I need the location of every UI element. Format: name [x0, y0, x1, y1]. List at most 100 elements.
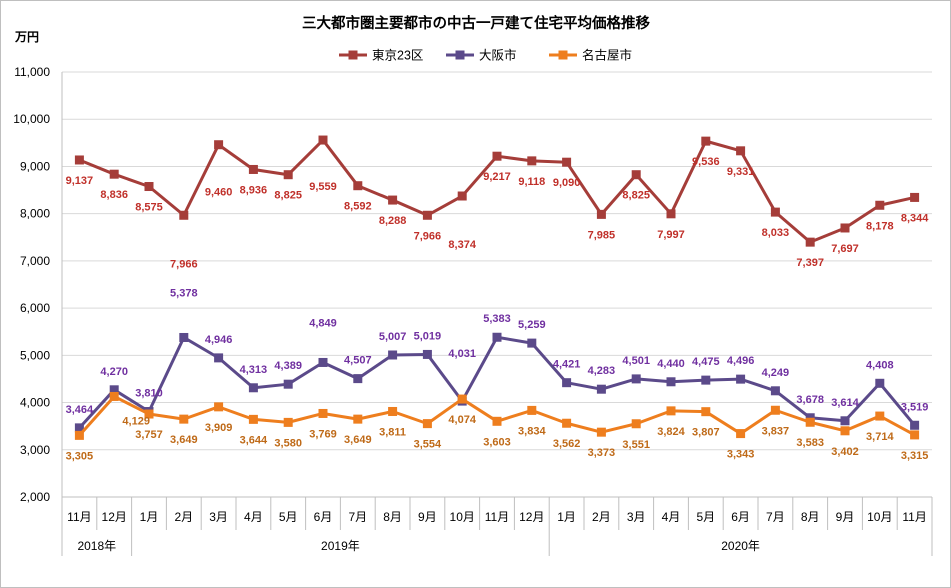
y-tick-labels: 2,000 3,000 4,000 5,000 6,000 7,000 8,000 9,000… [13, 65, 50, 504]
marker-tokyo-23ku [248, 164, 258, 174]
data-label-nagoya-city: 3,580 [274, 437, 302, 449]
x-tick-label: 5月 [279, 510, 298, 524]
marker-osaka-city [179, 332, 189, 342]
marker-nagoya-city [910, 430, 920, 440]
data-label-tokyo-23ku: 8,825 [274, 190, 302, 202]
x-tick-label: 5月 [696, 510, 715, 524]
y-tick-label: 10,000 [13, 112, 50, 126]
x-tick-label: 8月 [801, 510, 820, 524]
gridlines [62, 71, 932, 498]
data-label-tokyo-23ku: 8,936 [240, 184, 268, 196]
data-label-tokyo-23ku: 8,825 [622, 190, 650, 202]
data-label-osaka-city: 4,501 [622, 355, 650, 367]
data-label-osaka-city: 4,507 [344, 355, 372, 367]
data-label-nagoya-city: 3,373 [588, 447, 616, 459]
marker-nagoya-city [74, 430, 84, 440]
marker-tokyo-23ku [457, 191, 467, 201]
year-group-label: 2019年 [321, 539, 360, 553]
x-tick-label: 7月 [766, 510, 785, 524]
data-label-tokyo-23ku: 7,966 [414, 230, 442, 242]
data-label-nagoya-city: 3,551 [622, 439, 650, 451]
marker-tokyo-23ku [144, 182, 154, 192]
marker-tokyo-23ku [770, 207, 780, 217]
data-labels-tokyo-23ku: 9,137 8,836 8,575 7,966 9,460 8,936 8,825 9,559… [66, 156, 930, 270]
marker-tokyo-23ku [736, 146, 746, 156]
axes [61, 72, 932, 556]
x-tick-label: 12月 [102, 510, 127, 524]
marker-nagoya-city [562, 418, 572, 428]
marker-tokyo-23ku [388, 195, 398, 205]
data-label-osaka-city: 3,810 [135, 388, 163, 400]
marker-tokyo-23ku [318, 135, 328, 145]
data-label-osaka-city: 4,389 [274, 360, 302, 372]
data-label-tokyo-23ku: 9,460 [205, 187, 233, 199]
data-label-tokyo-23ku: 7,985 [588, 229, 616, 241]
data-label-osaka-city: 5,007 [379, 331, 407, 343]
data-label-osaka-city: 3,614 [831, 397, 859, 409]
marker-nagoya-city [770, 405, 780, 415]
marker-nagoya-city [527, 405, 537, 415]
legend-marker [455, 50, 465, 60]
marker-nagoya-city [492, 416, 502, 426]
marker-tokyo-23ku [596, 209, 606, 219]
data-label-tokyo-23ku: 9,137 [66, 175, 94, 187]
marker-osaka-city [840, 416, 850, 426]
y-tick-label: 7,000 [20, 254, 50, 268]
y-tick-label: 11,000 [14, 65, 50, 79]
data-label-tokyo-23ku: 8,836 [100, 189, 128, 201]
x-tick-label: 3月 [209, 510, 228, 524]
series-tokyo-23ku [74, 135, 920, 247]
data-labels-nagoya-city: 3,305 4,129 3,757 3,649 3,909 3,644 3,580 3,769… [66, 414, 929, 462]
marker-nagoya-city [736, 429, 746, 439]
data-label-nagoya-city: 3,834 [518, 425, 546, 437]
marker-osaka-city [701, 375, 711, 385]
data-label-osaka-city: 4,421 [553, 359, 581, 371]
data-label-osaka-city: 3,519 [901, 401, 929, 413]
marker-nagoya-city [422, 419, 432, 429]
x-tick-label: 6月 [731, 510, 750, 524]
marker-osaka-city [492, 332, 502, 342]
marker-tokyo-23ku [492, 151, 502, 161]
x-tick-label: 2月 [174, 510, 193, 524]
data-label-osaka-city: 5,383 [483, 313, 511, 325]
x-tick-label: 6月 [314, 510, 333, 524]
legend-marker [348, 50, 358, 60]
marker-tokyo-23ku [875, 200, 885, 210]
data-label-osaka-city: 3,678 [796, 394, 824, 406]
legend-item-osaka-city: 大阪市 [446, 48, 517, 63]
marker-tokyo-23ku [109, 169, 119, 179]
legend-label: 東京23区 [372, 49, 423, 63]
marker-nagoya-city [596, 427, 606, 437]
marker-nagoya-city [701, 407, 711, 417]
x-tick-label: 4月 [662, 510, 681, 524]
data-label-osaka-city: 4,496 [727, 355, 755, 367]
data-label-nagoya-city: 4,129 [122, 415, 150, 427]
data-label-tokyo-23ku: 8,033 [762, 227, 790, 239]
marker-nagoya-city [805, 417, 815, 427]
data-label-osaka-city: 5,378 [170, 287, 198, 299]
series-nagoya-city [74, 391, 920, 440]
data-label-osaka-city: 4,946 [205, 334, 233, 346]
data-label-tokyo-23ku: 7,997 [657, 229, 685, 241]
marker-osaka-city [283, 379, 293, 389]
y-tick-label: 3,000 [20, 443, 50, 457]
x-tick-label: 4月 [244, 510, 263, 524]
marker-tokyo-23ku [527, 156, 537, 166]
data-label-tokyo-23ku: 8,575 [135, 202, 163, 214]
marker-nagoya-city [283, 417, 293, 427]
y-tick-label: 6,000 [20, 301, 50, 315]
marker-tokyo-23ku [179, 210, 189, 220]
legend-label: 名古屋市 [582, 48, 632, 63]
x-category-axis: 11月 12月 1月 2月 3月 4月 5月 6月 7月 8月 9月 10月 11月 12月 1月 2月 3月 4… [67, 497, 933, 556]
marker-osaka-city [736, 374, 746, 384]
data-label-nagoya-city: 3,343 [727, 449, 755, 461]
marker-nagoya-city [457, 394, 467, 404]
marker-osaka-city [562, 378, 572, 388]
data-label-osaka-city: 5,019 [414, 330, 442, 342]
x-tick-label: 2月 [592, 510, 611, 524]
data-labels-osaka-city: 3,464 4,270 3,810 5,378 4,946 4,313 4,389 4,849… [66, 287, 929, 415]
data-label-nagoya-city: 3,807 [692, 427, 720, 439]
y-tick-label: 9,000 [20, 159, 50, 173]
